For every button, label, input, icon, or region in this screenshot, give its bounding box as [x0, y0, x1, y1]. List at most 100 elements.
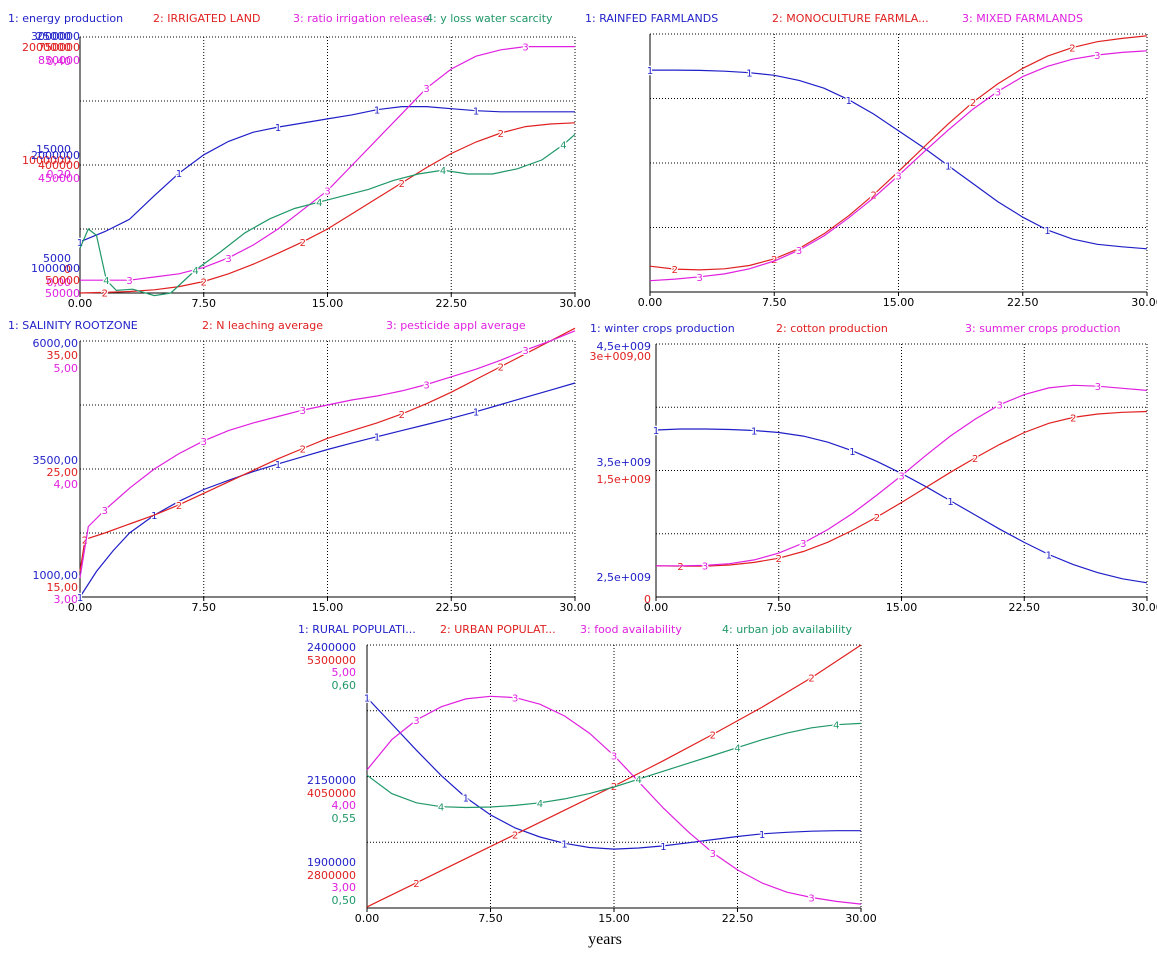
y-tick-label-series-3: 5,00 [332, 666, 357, 679]
y-tick-label-series-2: 0 [64, 263, 71, 276]
series-marker-3: 3 [522, 43, 528, 54]
y-tick-label-series-2: 15,00 [47, 581, 79, 594]
legend-entry-3: 3: ratio irrigation release [293, 12, 430, 25]
legend-entry-4: 4: urban job availability [722, 623, 852, 636]
y-tick-label-series-4: 0,50 [332, 894, 357, 907]
series-marker-1: 1 [364, 694, 370, 705]
series-marker-2: 2 [399, 410, 405, 421]
y-tick-label-series-3: 0,20 [47, 168, 72, 181]
y-tick-label-series-3: 0,40 [47, 55, 72, 68]
legend-entry-1: 1: RAINFED FARMLANDS [585, 12, 718, 25]
y-tick-label-series-1: 25000 [36, 30, 71, 43]
y-tick-label-series-3: 0,00 [47, 276, 72, 289]
y-tick-label-series-2: 400000 [38, 159, 80, 172]
y-tick-label-series-1: 2400000 [307, 641, 356, 654]
series-marker-1: 1 [1046, 550, 1052, 561]
series-marker-1: 1 [473, 408, 479, 419]
y-tick-label-series-1: 4,5e+009 [597, 340, 651, 353]
y-tick-label-series-3: 3,00 [54, 593, 79, 606]
x-tick-label: 30.00 [1131, 296, 1157, 309]
series-line-2 [655, 410, 1148, 567]
series-marker-4: 4 [103, 276, 109, 287]
legend-entry-2: 2: N leaching average [202, 319, 323, 332]
y-tick-label-series-3: 850000 [38, 54, 80, 67]
y-tick-label-series-4: 0,60 [332, 679, 357, 692]
series-marker-1: 1 [849, 447, 855, 458]
series-marker-1: 1 [374, 433, 380, 444]
series-line-2 [79, 327, 576, 572]
y-tick-label-series-1: 1900000 [307, 856, 356, 869]
series-marker-2: 2 [300, 445, 306, 456]
series-marker-1: 1 [77, 238, 83, 249]
series-marker-3: 3 [611, 751, 617, 762]
x-tick-label: 0.00 [355, 912, 380, 925]
chart-panel-farmlands: 1: RAINFED FARMLANDS 2: MONOCULTURE FARML… [31, 12, 1157, 309]
series-marker-2: 2 [176, 501, 182, 512]
series-line-2 [366, 644, 862, 908]
series-marker-3: 3 [898, 472, 904, 483]
series-marker-2: 2 [399, 179, 405, 190]
series-marker-3: 3 [201, 437, 207, 448]
y-tick-label-series-2: 2800000 [307, 869, 356, 882]
series-marker-2: 2 [1069, 44, 1075, 55]
series-marker-1: 1 [176, 169, 182, 180]
series-marker-1: 1 [945, 162, 951, 173]
series-line-3 [656, 384, 1148, 567]
series-marker-1: 1 [653, 426, 659, 437]
series-marker-3: 3 [512, 694, 518, 705]
series-marker-3: 3 [102, 506, 108, 517]
y-tick-label-series-1: 2150000 [307, 774, 356, 787]
x-tick-label: 0.00 [68, 601, 93, 614]
y-tick-label-series-3: 4,00 [54, 478, 79, 491]
y-tick-label-series-4: 0,55 [332, 812, 357, 825]
series-line-1 [650, 69, 1148, 250]
legend-entry-3: 3: pesticide appl average [386, 319, 526, 332]
series-marker-1: 1 [473, 107, 479, 118]
series-marker-1: 1 [751, 427, 757, 438]
series-line-3 [366, 695, 862, 905]
x-tick-label: 22.50 [1007, 296, 1039, 309]
legend-entry-1: 1: winter crops production [590, 322, 735, 335]
series-marker-1: 1 [151, 511, 157, 522]
series-marker-1: 1 [947, 497, 953, 508]
series-line-3 [79, 330, 576, 578]
x-tick-label: 22.50 [436, 297, 468, 310]
y-tick-label-series-2: 25,00 [47, 466, 79, 479]
series-line-1 [366, 697, 861, 850]
series-marker-2: 2 [498, 363, 504, 374]
series-marker-3: 3 [522, 346, 528, 357]
x-tick-label: 15.00 [883, 296, 915, 309]
series-marker-2: 2 [82, 535, 88, 546]
chart-panel-energy: 1: energy production 2: IRRIGATED LAND 3: … [8, 12, 591, 310]
series-marker-3: 3 [796, 246, 802, 257]
x-tick-label: 0.00 [644, 601, 669, 614]
y-tick-label-series-1: 3500,00 [33, 454, 79, 467]
y-tick-label-series-1: 5000 [43, 252, 71, 265]
x-tick-label: 30.00 [559, 297, 591, 310]
x-tick-label: 15.00 [886, 601, 918, 614]
series-marker-3: 3 [1094, 51, 1100, 62]
legend-entry-2: 2: cotton production [776, 322, 888, 335]
series-line-4 [79, 133, 576, 297]
series-marker-3: 3 [423, 84, 429, 95]
x-tick-label: 7.50 [767, 601, 792, 614]
series-marker-3: 3 [808, 893, 814, 904]
x-tick-label: 30.00 [845, 912, 877, 925]
legend-entry-2: 2: IRRIGATED LAND [153, 12, 260, 25]
legend-entry-3: 3: MIXED FARMLANDS [962, 12, 1083, 25]
series-marker-4: 4 [316, 198, 322, 209]
series-marker-2: 2 [972, 454, 978, 465]
series-marker-1: 1 [374, 106, 380, 117]
legend-entry-3: 3: food availability [580, 623, 682, 636]
series-marker-2: 2 [1070, 413, 1076, 424]
legend-entry-2: 2: MONOCULTURE FARMLA... [772, 12, 929, 25]
series-marker-1: 1 [660, 842, 666, 853]
series-line-2 [79, 122, 576, 294]
x-tick-label: 30.00 [1131, 601, 1157, 614]
series-line-2 [649, 35, 1148, 271]
x-tick-label: 7.50 [192, 297, 217, 310]
series-marker-2: 2 [771, 255, 777, 266]
series-marker-3: 3 [300, 406, 306, 417]
y-tick-label-series-1: 3,5e+009 [597, 456, 651, 469]
series-line-3 [649, 50, 1148, 282]
